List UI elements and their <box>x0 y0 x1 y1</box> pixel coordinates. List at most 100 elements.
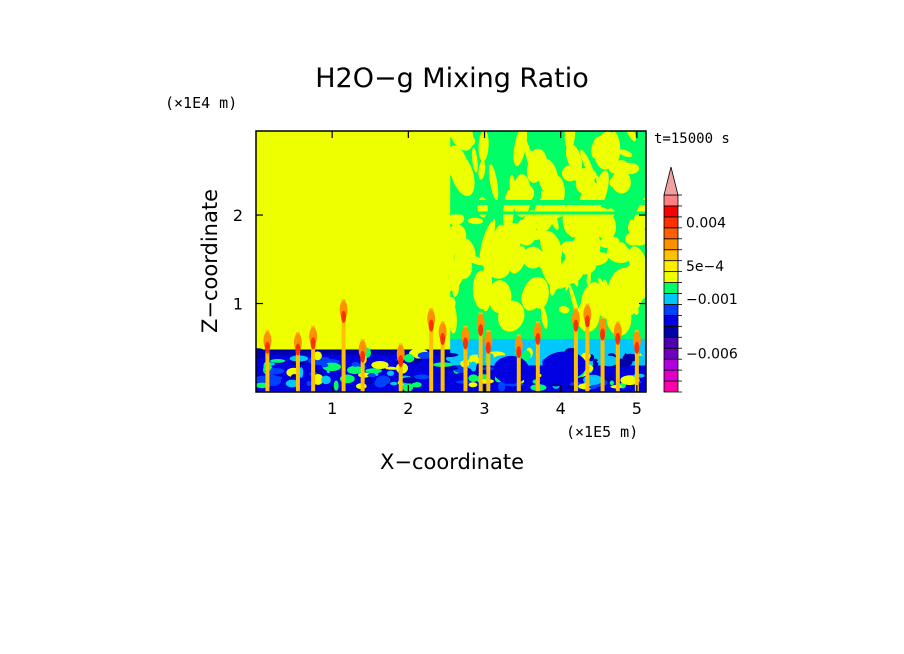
field-blob <box>365 368 382 374</box>
field-streak <box>453 255 473 280</box>
field-streak <box>448 301 457 334</box>
colorbar-segment <box>663 271 679 283</box>
field-blob <box>620 375 640 386</box>
field-blob <box>441 366 459 371</box>
field-streak <box>522 246 544 269</box>
field-streak <box>615 281 630 301</box>
heatmap-field <box>256 131 646 392</box>
field-streak <box>478 131 489 162</box>
plume-stem <box>585 303 590 392</box>
y-tick-label: 2 <box>233 206 243 225</box>
plume-core <box>600 328 606 341</box>
field-blob <box>609 380 615 386</box>
field-blob <box>375 375 391 385</box>
field-blob <box>440 352 459 358</box>
field-streak <box>540 306 548 329</box>
field-streak <box>549 257 560 296</box>
colorbar-segment <box>663 347 679 360</box>
field-streak <box>503 228 521 260</box>
colorbar-label: −0.001 <box>686 292 738 308</box>
plume-stem <box>360 338 365 392</box>
colorbar-segment <box>663 325 679 338</box>
x-tick-label: 3 <box>479 399 489 418</box>
field-blob <box>285 379 299 388</box>
colorbar-segment <box>663 260 679 273</box>
plume-core <box>485 341 491 354</box>
field-streak <box>525 150 547 161</box>
y-scale-label: (×1E4 m) <box>165 94 237 112</box>
colorbar-segment <box>663 293 679 305</box>
colorbar-label: 0.004 <box>686 215 726 231</box>
plume-stem <box>463 325 468 392</box>
field-streak <box>609 177 621 188</box>
field-streak <box>488 280 512 314</box>
field-streak <box>628 246 646 284</box>
field-streak <box>460 238 476 262</box>
field-blob <box>622 353 638 362</box>
colorbar-segment <box>663 380 679 393</box>
colorbar-segment <box>663 282 679 294</box>
field-blob <box>371 361 389 370</box>
colorbar-segment <box>663 205 679 218</box>
field-blob <box>456 380 471 384</box>
colorbar-segment <box>663 304 679 316</box>
field-blob <box>468 374 479 382</box>
plume-core <box>516 346 522 359</box>
plume-stem <box>311 325 316 392</box>
field-streak <box>615 290 637 327</box>
field-blob <box>403 353 415 363</box>
field-streak <box>497 254 511 262</box>
field-blob <box>468 382 478 388</box>
field-blob <box>321 363 329 368</box>
x-tick-label: 1 <box>327 399 337 418</box>
x-axis: 1 2 3 4 5 <box>327 131 642 418</box>
field-blob <box>389 381 398 386</box>
field-blob <box>306 380 312 387</box>
plume-stem <box>341 299 346 392</box>
plume-stem <box>634 330 639 392</box>
field-streak <box>528 229 547 241</box>
plume-stem <box>486 330 491 392</box>
field-streak <box>445 145 468 182</box>
plume-stem <box>295 331 300 392</box>
field-blob <box>633 373 645 378</box>
plume-core <box>341 310 347 323</box>
plume-core <box>634 341 640 354</box>
field-streak <box>591 136 603 159</box>
field-blob <box>498 381 506 392</box>
field-streak <box>452 281 460 297</box>
field-streak <box>609 131 621 163</box>
colorbar-segment <box>663 238 679 251</box>
field-blob <box>351 361 360 367</box>
field-streak <box>606 244 632 264</box>
plume-core <box>573 319 579 332</box>
field-blob <box>470 361 477 372</box>
time-label: t=15000 s <box>654 131 730 147</box>
plume-stem <box>573 307 578 392</box>
field-blob <box>299 367 304 378</box>
colorbar-segment <box>663 249 679 262</box>
field-blob <box>366 377 373 385</box>
field-boundary-top <box>257 349 451 355</box>
field-streak <box>633 305 639 315</box>
field-streak <box>467 217 484 225</box>
field-streak <box>484 238 502 261</box>
plume-core <box>264 341 270 354</box>
field-streak <box>579 217 601 258</box>
x-tick-label: 2 <box>403 399 413 418</box>
field-streak <box>561 165 579 182</box>
colorbar-segment <box>663 194 679 207</box>
field-blob <box>367 373 376 378</box>
colorbar-segment <box>663 369 679 382</box>
field-streak <box>618 149 633 158</box>
colorbar-segment <box>663 216 679 229</box>
field-blob <box>640 348 646 357</box>
y-axis-label: Z−coordinate <box>198 189 222 333</box>
plume-core <box>310 337 316 350</box>
field-blob <box>346 365 363 375</box>
field-streak <box>625 231 643 246</box>
colorbar: 0.004 5e−4 −0.001 −0.006 <box>663 166 738 393</box>
field-streak <box>516 246 526 262</box>
field-blob <box>401 377 418 384</box>
field-streak <box>586 274 591 285</box>
